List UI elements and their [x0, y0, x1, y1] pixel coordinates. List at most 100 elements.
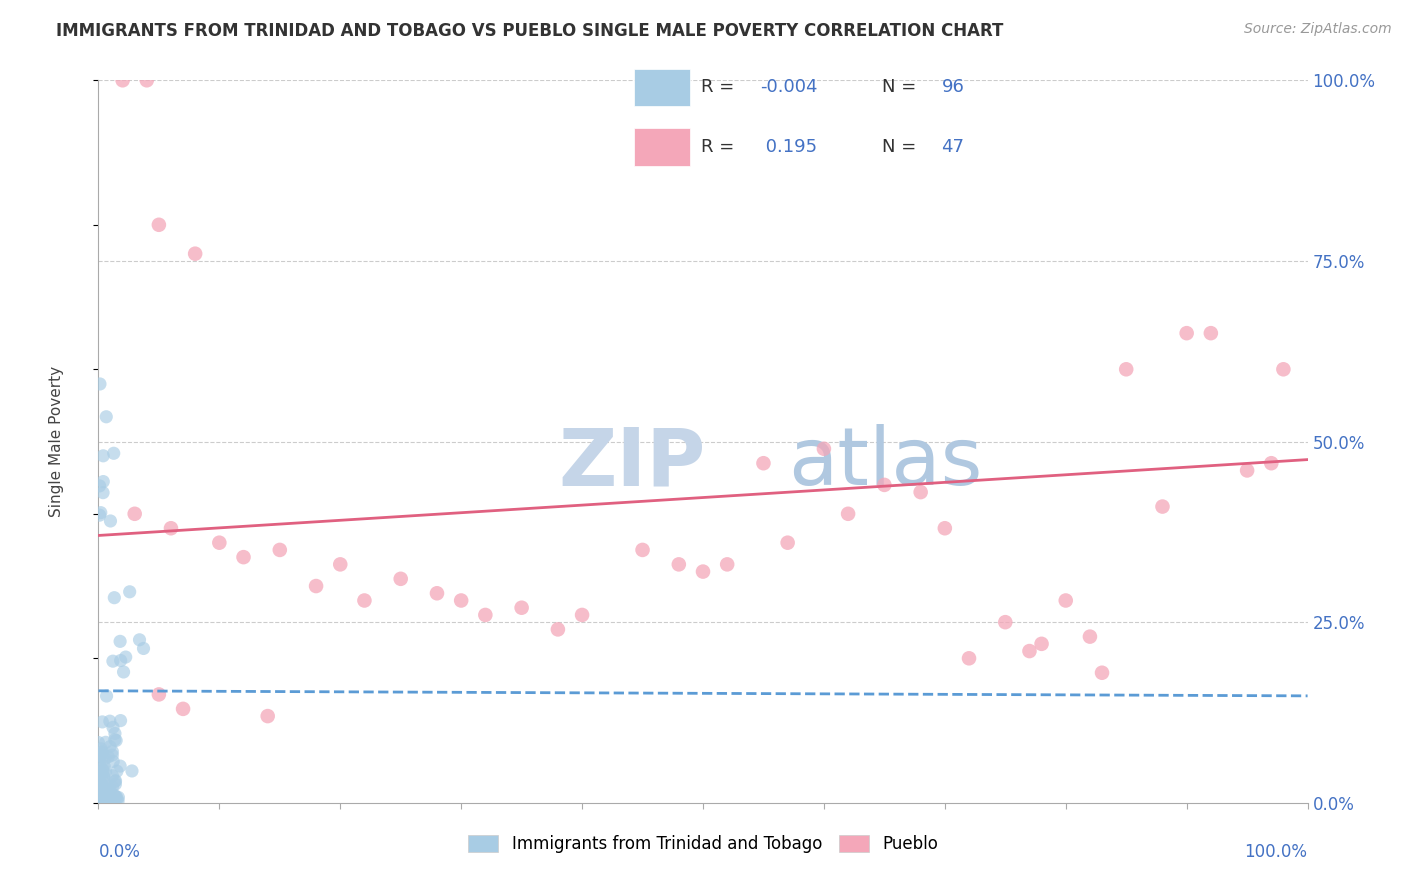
Text: ZIP: ZIP: [558, 425, 706, 502]
Point: [87, 749, 110, 764]
Point: [114, 650, 136, 665]
Point: [105, 733, 128, 747]
Point: [426, 586, 449, 600]
Point: [103, 755, 125, 769]
Point: [98, 782, 121, 797]
Point: [104, 773, 127, 788]
Point: [104, 789, 127, 804]
Point: [90, 790, 112, 805]
Point: [1031, 637, 1053, 651]
Point: [1272, 362, 1295, 376]
Point: [89, 764, 111, 779]
Point: [91, 714, 114, 729]
Point: [91, 794, 114, 808]
Text: N =: N =: [883, 138, 922, 156]
Point: [96, 689, 118, 703]
Point: [90, 770, 112, 784]
Point: [124, 507, 146, 521]
Point: [256, 709, 278, 723]
Point: [547, 623, 569, 637]
Point: [389, 572, 412, 586]
Point: [107, 794, 129, 808]
Point: [90, 783, 112, 797]
Point: [87, 773, 110, 788]
Point: [89, 780, 111, 794]
Point: [89, 376, 111, 391]
Point: [103, 796, 125, 810]
Point: [994, 615, 1017, 630]
Point: [1199, 326, 1222, 341]
Point: [101, 720, 124, 734]
Point: [90, 788, 112, 802]
Text: IMMIGRANTS FROM TRINIDAD AND TOBAGO VS PUEBLO SINGLE MALE POVERTY CORRELATION CH: IMMIGRANTS FROM TRINIDAD AND TOBAGO VS P…: [56, 22, 1004, 40]
Point: [105, 791, 128, 805]
Point: [96, 780, 118, 794]
Point: [101, 744, 124, 758]
Point: [101, 795, 124, 809]
Text: R =: R =: [702, 138, 741, 156]
Legend: Immigrants from Trinidad and Tobago, Pueblo: Immigrants from Trinidad and Tobago, Pue…: [461, 828, 945, 860]
Point: [1115, 362, 1137, 376]
Point: [93, 790, 115, 805]
Point: [1091, 665, 1114, 680]
Point: [110, 714, 132, 728]
Point: [103, 446, 125, 460]
Text: 47: 47: [942, 138, 965, 156]
Point: [100, 514, 122, 528]
Point: [1152, 500, 1174, 514]
Point: [1175, 326, 1198, 341]
Point: [571, 607, 593, 622]
Point: [97, 791, 120, 805]
Point: [98, 739, 121, 754]
Point: [232, 550, 254, 565]
Text: N =: N =: [883, 78, 922, 96]
Point: [89, 796, 111, 810]
Point: [91, 475, 114, 489]
Point: [110, 653, 132, 667]
Point: [107, 790, 129, 805]
Point: [89, 772, 111, 787]
Point: [104, 732, 127, 747]
Point: [90, 786, 112, 800]
Point: [90, 749, 112, 764]
Point: [269, 542, 291, 557]
Point: [94, 735, 117, 749]
Point: [89, 796, 111, 810]
Point: [353, 593, 375, 607]
Point: [91, 449, 114, 463]
Point: [934, 521, 956, 535]
Point: [132, 641, 155, 656]
Text: 96: 96: [942, 78, 965, 96]
Point: [813, 442, 835, 456]
Point: [631, 542, 654, 557]
Point: [93, 771, 115, 785]
Point: [89, 795, 111, 809]
Bar: [634, 69, 689, 106]
Point: [105, 764, 128, 779]
Point: [98, 791, 121, 805]
Point: [89, 795, 111, 809]
Point: [776, 535, 799, 549]
Point: [1018, 644, 1040, 658]
Point: [94, 764, 117, 779]
Point: [90, 742, 112, 756]
Point: [91, 764, 114, 778]
Point: [305, 579, 328, 593]
Point: [1078, 630, 1101, 644]
Point: [93, 759, 115, 773]
Point: [118, 584, 141, 599]
Point: [101, 654, 124, 668]
Bar: [634, 128, 689, 166]
Point: [184, 246, 207, 260]
Point: [112, 665, 135, 679]
Point: [93, 769, 115, 783]
Point: [104, 774, 127, 789]
Point: [104, 777, 127, 791]
Point: [98, 782, 121, 797]
Point: [87, 735, 110, 749]
Point: [121, 764, 143, 778]
Point: [101, 780, 124, 794]
Point: [103, 591, 125, 605]
Point: [208, 535, 231, 549]
Point: [450, 593, 472, 607]
